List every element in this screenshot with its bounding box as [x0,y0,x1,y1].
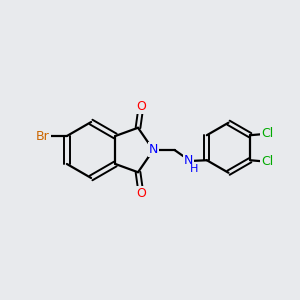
Text: N: N [148,143,158,157]
Text: H: H [190,164,199,174]
Text: Br: Br [36,130,50,142]
Text: N: N [184,154,194,167]
Text: O: O [136,100,146,113]
Text: Cl: Cl [261,127,273,140]
Text: O: O [136,187,146,200]
Text: Cl: Cl [261,155,273,168]
